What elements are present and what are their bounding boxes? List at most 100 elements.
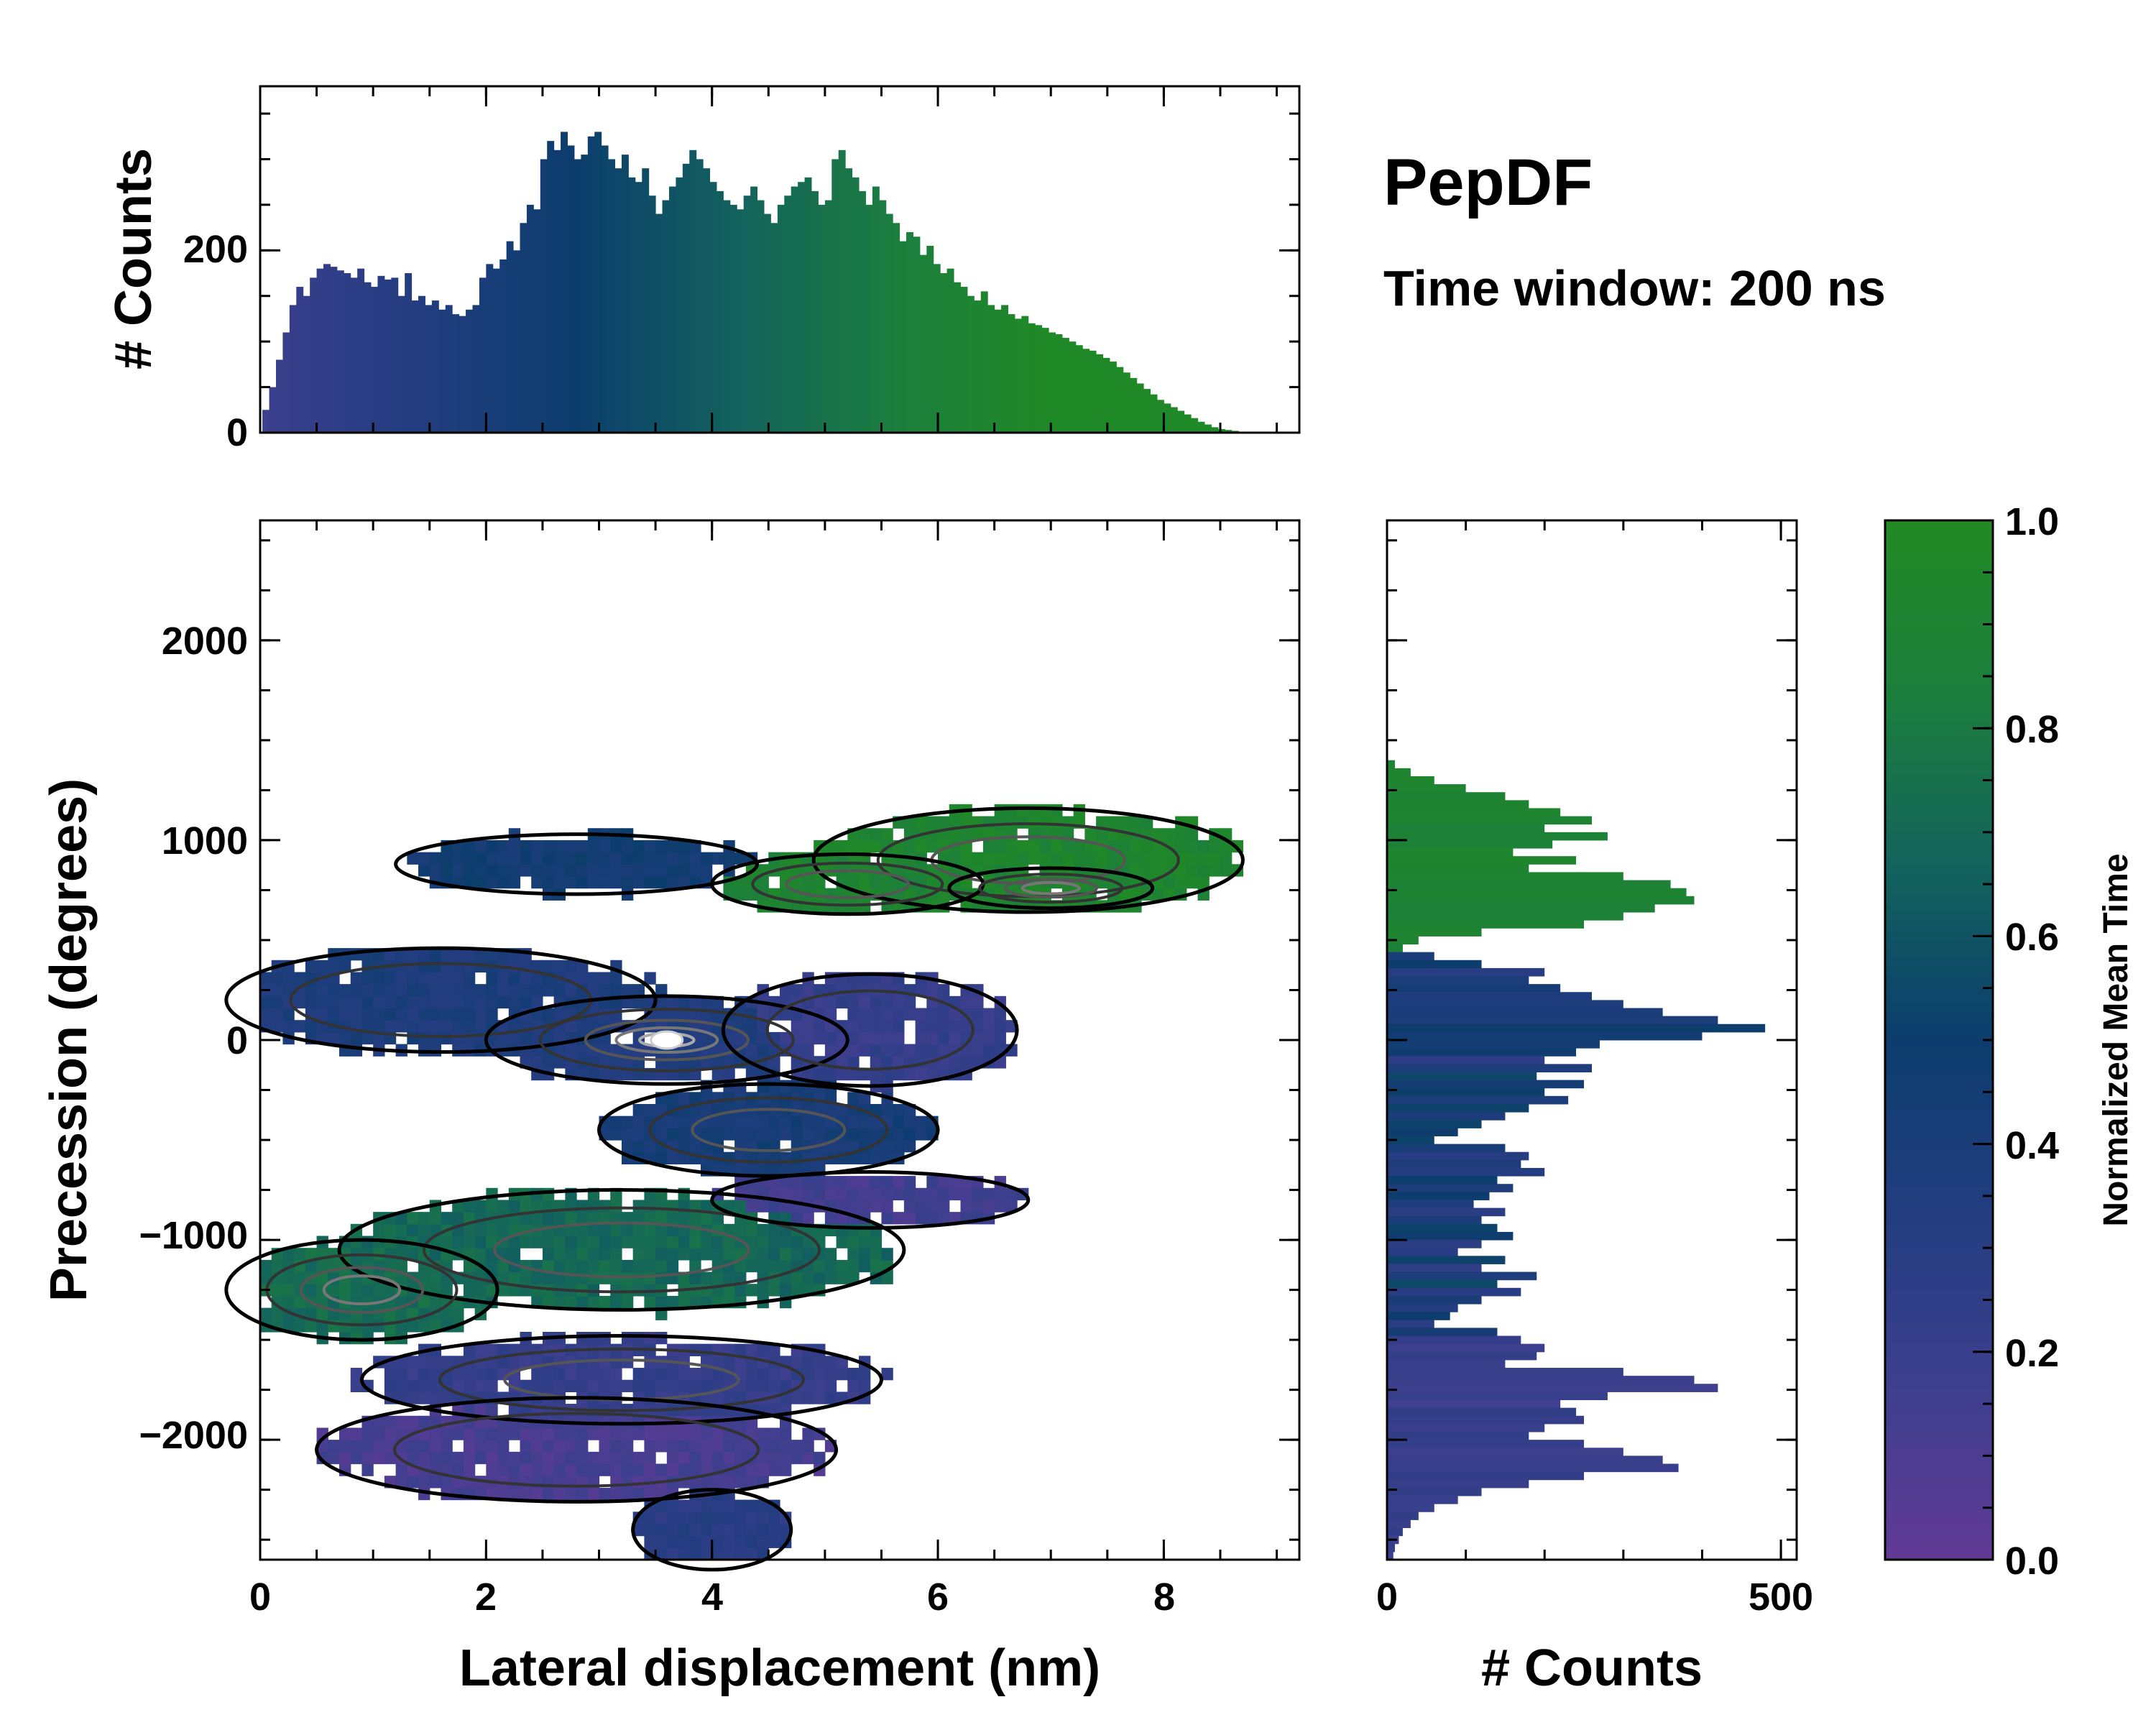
heat-cell bbox=[429, 1271, 442, 1284]
heat-cell bbox=[644, 875, 656, 889]
top-bar-82 bbox=[818, 204, 826, 433]
heat-cell bbox=[644, 840, 656, 853]
heat-cell bbox=[452, 948, 464, 961]
right-bar-70 bbox=[1387, 1320, 1434, 1328]
heat-cell bbox=[520, 1487, 532, 1501]
heat-cell bbox=[881, 1103, 893, 1117]
top-bar-113 bbox=[1028, 323, 1036, 433]
heat-cell bbox=[768, 1427, 780, 1440]
heat-cell bbox=[644, 1451, 656, 1465]
heat-cell bbox=[780, 1116, 792, 1128]
heat-cell bbox=[689, 1140, 701, 1153]
heat-cell bbox=[429, 972, 442, 985]
heat-cell bbox=[599, 972, 611, 985]
heat-cell bbox=[407, 1451, 419, 1465]
right-bar-92 bbox=[1387, 1496, 1458, 1504]
heat-cell bbox=[565, 1259, 577, 1273]
heat-cell bbox=[847, 1116, 860, 1128]
heat-cell bbox=[780, 984, 792, 997]
heat-cell bbox=[893, 984, 905, 997]
heat-cell bbox=[576, 1295, 589, 1309]
heat-cell bbox=[689, 1463, 701, 1476]
heat-cell bbox=[474, 1427, 487, 1440]
heat-cell bbox=[497, 875, 510, 889]
heat-cell bbox=[429, 1008, 442, 1021]
heat-cell bbox=[565, 1487, 577, 1501]
heat-cell bbox=[373, 1008, 385, 1021]
heat-cell bbox=[1130, 816, 1142, 829]
heat-cell bbox=[666, 1427, 679, 1440]
heat-cell bbox=[429, 1440, 442, 1453]
heat-cell bbox=[441, 1008, 453, 1021]
top-bar-11 bbox=[336, 270, 344, 433]
heat-cell bbox=[621, 1295, 634, 1309]
heat-cell bbox=[1209, 852, 1221, 865]
heat-cell bbox=[621, 1440, 634, 1453]
heat-cell bbox=[565, 1440, 577, 1453]
heat-cell bbox=[587, 972, 600, 985]
heat-cell bbox=[429, 1248, 442, 1261]
heat-cell bbox=[903, 1212, 916, 1225]
heat-cell bbox=[486, 1404, 498, 1417]
heat-cell bbox=[1084, 828, 1097, 841]
heat-cell bbox=[655, 1547, 668, 1560]
heat-cell bbox=[441, 1020, 453, 1033]
heat-cell bbox=[644, 1103, 656, 1117]
heat-cell bbox=[441, 1392, 453, 1404]
right-bar-13 bbox=[1387, 864, 1529, 873]
heat-cell bbox=[486, 1379, 498, 1393]
heat-cell bbox=[553, 1212, 566, 1225]
heat-cell bbox=[429, 1451, 442, 1465]
heat-cell bbox=[915, 1128, 927, 1141]
heat-cell bbox=[1186, 864, 1199, 877]
heat-cell bbox=[757, 1259, 769, 1273]
top-bar-50 bbox=[601, 145, 609, 433]
heat-cell bbox=[655, 840, 668, 853]
heat-cell bbox=[949, 1056, 962, 1069]
heat-cell bbox=[757, 1463, 769, 1476]
top-bar-21 bbox=[405, 273, 413, 433]
heat-cell bbox=[610, 1212, 622, 1225]
heat-cell bbox=[373, 995, 385, 1009]
heat-cell bbox=[655, 1128, 668, 1141]
heat-cell bbox=[542, 1008, 555, 1021]
heat-cell bbox=[791, 984, 803, 997]
heat-cell bbox=[610, 1295, 622, 1309]
heat-cell bbox=[881, 1031, 893, 1045]
heat-cell bbox=[1017, 840, 1029, 853]
heat-cell bbox=[949, 1176, 962, 1189]
heat-cell bbox=[294, 1295, 306, 1309]
heat-cell bbox=[768, 1248, 780, 1261]
heat-cell bbox=[723, 1451, 735, 1465]
heat-cell bbox=[780, 1187, 792, 1201]
heat-cell bbox=[881, 1067, 893, 1081]
heat-cell bbox=[734, 1512, 747, 1524]
top-bar-74 bbox=[763, 213, 771, 433]
heat-cell bbox=[814, 1187, 826, 1201]
contour-9-0 bbox=[710, 1170, 1031, 1230]
heat-cell bbox=[587, 1259, 600, 1273]
heat-cell bbox=[441, 948, 453, 961]
heat-cell bbox=[361, 1463, 374, 1476]
heat-cell bbox=[870, 1187, 883, 1201]
top-bar-16 bbox=[371, 287, 378, 433]
heat-cell bbox=[486, 1368, 498, 1381]
heat-cell bbox=[587, 1451, 600, 1465]
heat-cell bbox=[610, 840, 622, 853]
heat-cell bbox=[870, 1044, 883, 1057]
heat-cell bbox=[587, 1331, 600, 1345]
heat-cell bbox=[282, 1295, 295, 1309]
right-bar-40 bbox=[1387, 1080, 1585, 1089]
heat-cell bbox=[1017, 852, 1029, 865]
heat-cell bbox=[463, 1031, 476, 1045]
heat-cell bbox=[994, 840, 1006, 853]
heat-cell bbox=[689, 1440, 701, 1453]
heat-cell bbox=[644, 972, 656, 985]
top-bar-53 bbox=[621, 155, 629, 433]
heat-cell bbox=[802, 984, 814, 997]
right-bar-80 bbox=[1387, 1399, 1561, 1409]
heat-cell bbox=[486, 864, 498, 877]
heat-cell bbox=[847, 1092, 860, 1105]
top-bar-3 bbox=[282, 332, 290, 433]
heat-cell bbox=[700, 1368, 713, 1381]
